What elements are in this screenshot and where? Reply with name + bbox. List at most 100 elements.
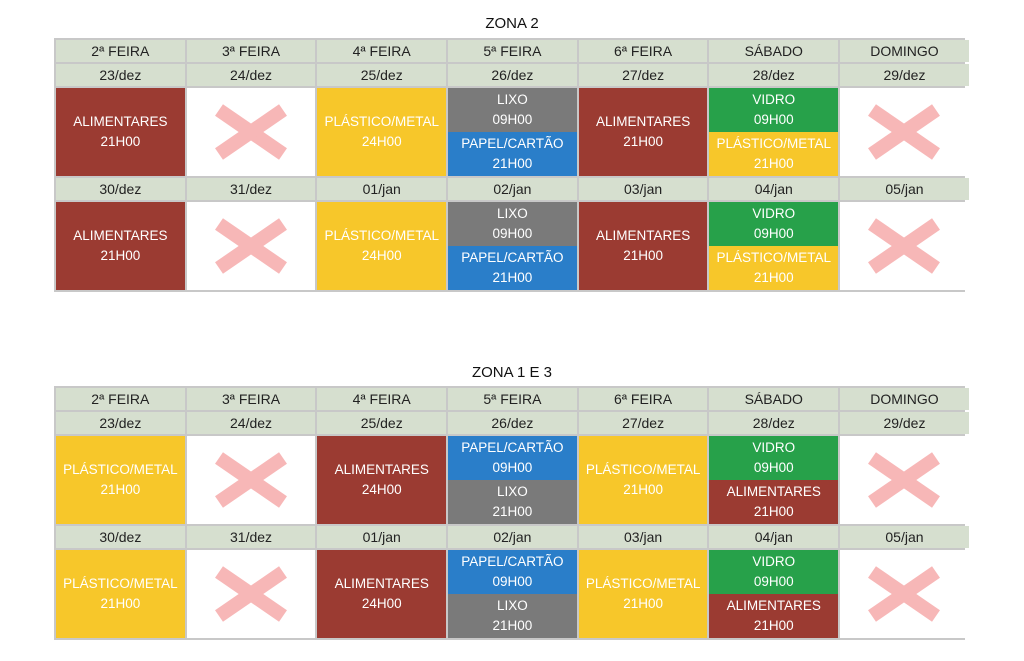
schedule-cell: LIXO 09H00 PAPEL/CARTÃO 21H00 <box>448 202 577 290</box>
date-header: 03/jan <box>578 178 708 200</box>
collection-label: VIDRO <box>752 92 796 107</box>
collection-lixo: LIXO 09H00 <box>448 88 577 132</box>
no-collection-cell <box>840 202 969 290</box>
no-collection-cell <box>840 88 969 176</box>
collection-time: 21H00 <box>100 248 141 263</box>
collection-time: 21H00 <box>492 270 533 285</box>
collection-time: 21H00 <box>623 248 663 263</box>
date-header: 23/dez <box>56 64 185 86</box>
collection-time: 24H00 <box>361 248 402 263</box>
date-header: 23/dez <box>56 412 185 434</box>
collection-time: 21H00 <box>623 596 663 611</box>
collection-time: 24H00 <box>361 134 402 149</box>
collection-label: LIXO <box>497 92 528 107</box>
collection-time: 09H00 <box>753 226 794 241</box>
schedule-cell: PAPEL/CARTÃO 09H00 LIXO 21H00 <box>448 550 577 638</box>
collection-papel: PAPEL/CARTÃO 21H00 <box>448 246 577 290</box>
no-collection-cross-icon <box>211 564 291 624</box>
collection-label: ALIMENTARES <box>334 462 429 477</box>
collection-vidro: VIDRO 09H00 <box>709 550 839 594</box>
day-header: 2ª FEIRA <box>56 388 185 410</box>
date-header: 25/dez <box>317 64 447 86</box>
collection-time: 09H00 <box>492 460 533 475</box>
schedule-cell: PAPEL/CARTÃO 09H00 LIXO 21H00 <box>448 436 577 524</box>
schedule-cell: PLÁSTICO/METAL 21H00 <box>578 550 708 638</box>
collection-time: 09H00 <box>492 226 533 241</box>
day-header: SÁBADO <box>709 388 839 410</box>
day-header: 2ª FEIRA <box>56 40 185 62</box>
no-collection-cross-icon <box>864 102 944 162</box>
collection-lixo: LIXO 21H00 <box>448 594 577 638</box>
collection-time: 24H00 <box>361 596 402 611</box>
date-header: 31/dez <box>186 178 316 200</box>
date-header: 05/jan <box>840 178 969 200</box>
date-header: 04/jan <box>709 178 839 200</box>
schedule-cell: LIXO 09H00 PAPEL/CARTÃO 21H00 <box>448 88 577 176</box>
collection-time: 21H00 <box>100 482 141 497</box>
collection-label: PLÁSTICO/METAL <box>716 136 832 151</box>
schedule-cell: ALIMENTARES 21H00 <box>578 202 708 290</box>
collection-time: 21H00 <box>492 618 533 633</box>
no-collection-cell <box>840 436 969 524</box>
schedule-cell: VIDRO 09H00 PLÁSTICO/METAL 21H00 <box>709 88 839 176</box>
date-header: 26/dez <box>448 412 577 434</box>
no-collection-cell <box>186 550 316 638</box>
collection-time: 21H00 <box>753 618 794 633</box>
collection-lixo: LIXO 21H00 <box>448 480 577 524</box>
date-header: 29/dez <box>840 64 969 86</box>
no-collection-cross-icon <box>864 216 944 276</box>
day-header: 3ª FEIRA <box>186 40 316 62</box>
collection-time: 09H00 <box>753 460 794 475</box>
collection-time: 21H00 <box>753 270 794 285</box>
date-header: 27/dez <box>578 412 708 434</box>
collection-label: ALIMENTARES <box>726 598 821 613</box>
collection-time: 21H00 <box>623 134 663 149</box>
date-header: 01/jan <box>317 526 447 548</box>
day-header: SÁBADO <box>709 40 839 62</box>
date-header: 30/dez <box>56 178 185 200</box>
zone-title-1-3: ZONA 1 E 3 <box>471 364 553 381</box>
day-header: 4ª FEIRA <box>317 388 447 410</box>
collection-time: 09H00 <box>492 574 533 589</box>
day-header: DOMINGO <box>840 40 969 62</box>
collection-time: 21H00 <box>753 504 794 519</box>
collection-plastico: PLÁSTICO/METAL 21H00 <box>578 550 708 638</box>
collection-time: 21H00 <box>100 596 141 611</box>
schedule-cell: ALIMENTARES 21H00 <box>56 88 185 176</box>
date-header: 24/dez <box>186 64 316 86</box>
collection-time: 09H00 <box>492 112 533 127</box>
collection-label: ALIMENTARES <box>73 228 168 243</box>
schedule-cell: VIDRO 09H00 PLÁSTICO/METAL 21H00 <box>709 202 839 290</box>
collection-label: ALIMENTARES <box>73 114 168 129</box>
collection-alimentares: ALIMENTARES 24H00 <box>317 550 447 638</box>
schedule-cell: ALIMENTARES 24H00 <box>317 550 447 638</box>
schedule-grid-zona-1-3: 2ª FEIRA 3ª FEIRA 4ª FEIRA 5ª FEIRA 6ª FEIRA… <box>54 386 969 640</box>
no-collection-cross-icon <box>211 216 291 276</box>
collection-label: PLÁSTICO/METAL <box>324 228 439 243</box>
date-header: 27/dez <box>578 64 708 86</box>
day-header: 6ª FEIRA <box>578 388 708 410</box>
collection-label: PLÁSTICO/METAL <box>585 462 701 477</box>
no-collection-cell <box>186 88 316 176</box>
schedule-cell: ALIMENTARES 24H00 <box>317 436 447 524</box>
date-header: 25/dez <box>317 412 447 434</box>
collection-label: PAPEL/CARTÃO <box>461 136 564 151</box>
collection-label: LIXO <box>497 206 528 221</box>
collection-papel: PAPEL/CARTÃO 09H00 <box>448 550 577 594</box>
collection-lixo: LIXO 09H00 <box>448 202 577 246</box>
schedule-cell: ALIMENTARES 21H00 <box>578 88 708 176</box>
collection-label: ALIMENTARES <box>726 484 821 499</box>
collection-label: PAPEL/CARTÃO <box>461 554 564 569</box>
collection-label: PLÁSTICO/METAL <box>585 576 701 591</box>
collection-label: ALIMENTARES <box>595 114 691 129</box>
collection-plastico: PLÁSTICO/METAL 24H00 <box>317 202 447 290</box>
collection-plastico: PLÁSTICO/METAL 21H00 <box>56 436 185 524</box>
collection-label: PAPEL/CARTÃO <box>461 440 564 455</box>
date-header: 02/jan <box>448 526 577 548</box>
collection-time: 09H00 <box>753 112 794 127</box>
collection-vidro: VIDRO 09H00 <box>709 436 839 480</box>
date-header: 01/jan <box>317 178 447 200</box>
collection-label: PLÁSTICO/METAL <box>324 114 439 129</box>
collection-time: 21H00 <box>492 504 533 519</box>
collection-label: VIDRO <box>752 206 796 221</box>
